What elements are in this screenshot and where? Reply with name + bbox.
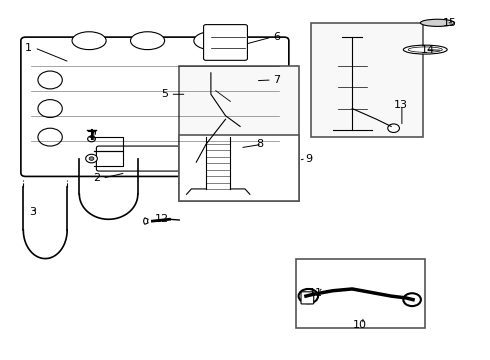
Text: 7: 7 bbox=[273, 75, 280, 85]
Circle shape bbox=[38, 100, 62, 117]
Circle shape bbox=[38, 71, 62, 89]
FancyBboxPatch shape bbox=[21, 37, 289, 176]
Circle shape bbox=[388, 124, 399, 132]
Text: 3: 3 bbox=[29, 207, 37, 217]
Bar bbox=[179, 66, 298, 202]
Bar bbox=[179, 135, 298, 202]
Text: 11: 11 bbox=[309, 288, 322, 297]
FancyBboxPatch shape bbox=[184, 128, 233, 164]
Ellipse shape bbox=[72, 32, 106, 50]
FancyBboxPatch shape bbox=[203, 24, 247, 60]
Text: 5: 5 bbox=[161, 89, 168, 99]
Circle shape bbox=[252, 80, 257, 84]
Text: 13: 13 bbox=[394, 100, 408, 110]
Circle shape bbox=[88, 136, 96, 142]
Circle shape bbox=[243, 80, 247, 84]
Text: 8: 8 bbox=[256, 139, 263, 149]
Bar bbox=[296, 258, 425, 328]
FancyBboxPatch shape bbox=[97, 146, 247, 171]
Circle shape bbox=[241, 75, 259, 88]
Ellipse shape bbox=[403, 45, 447, 54]
Ellipse shape bbox=[420, 19, 455, 26]
FancyBboxPatch shape bbox=[301, 292, 314, 304]
Text: 2: 2 bbox=[93, 173, 100, 183]
Circle shape bbox=[185, 157, 202, 170]
Text: 6: 6 bbox=[273, 32, 280, 42]
Circle shape bbox=[86, 154, 98, 163]
Text: 10: 10 bbox=[352, 320, 367, 330]
Text: 14: 14 bbox=[420, 45, 435, 55]
Bar bbox=[311, 23, 423, 137]
Text: 15: 15 bbox=[442, 18, 457, 28]
Ellipse shape bbox=[194, 32, 228, 50]
Text: 12: 12 bbox=[155, 214, 169, 224]
Text: 1: 1 bbox=[24, 43, 32, 53]
Circle shape bbox=[89, 157, 94, 160]
Ellipse shape bbox=[130, 32, 165, 50]
Text: 9: 9 bbox=[305, 154, 312, 163]
Text: 4: 4 bbox=[88, 132, 95, 142]
Circle shape bbox=[38, 128, 62, 146]
Ellipse shape bbox=[408, 47, 442, 52]
Wedge shape bbox=[144, 218, 148, 224]
